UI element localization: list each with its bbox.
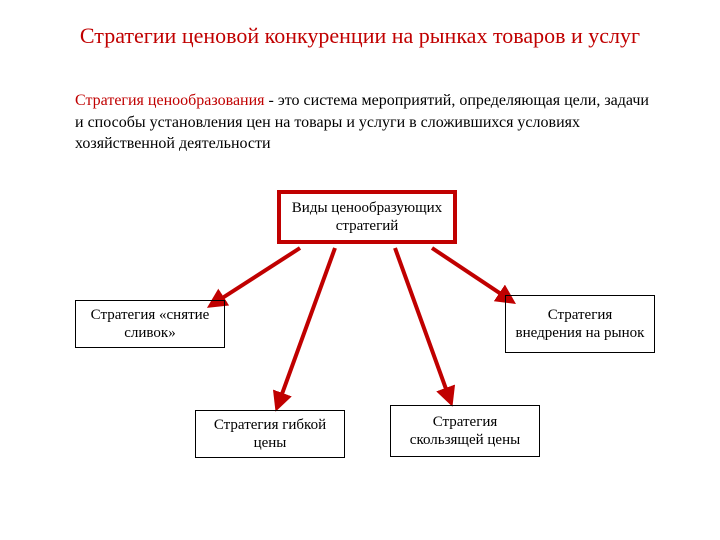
intro-paragraph: Стратегия ценообразования - это система … [75, 90, 650, 155]
child-label: Стратегия внедрения на рынок [514, 306, 646, 342]
child-node-sliding: Стратегия скользящей цены [390, 405, 540, 457]
root-node: Виды ценообразующих стратегий [277, 190, 457, 244]
slide-title: Стратегии ценовой конкуренции на рынках … [0, 22, 720, 50]
slide: Стратегии ценовой конкуренции на рынках … [0, 0, 720, 540]
root-label: Виды ценообразующих стратегий [289, 199, 445, 235]
child-label: Стратегия гибкой цены [204, 416, 336, 452]
child-node-skimming: Стратегия «снятие сливок» [75, 300, 225, 348]
child-label: Стратегия скользящей цены [399, 413, 531, 449]
child-node-flexible: Стратегия гибкой цены [195, 410, 345, 458]
intro-lead: Стратегия ценообразования [75, 92, 265, 109]
child-label: Стратегия «снятие сливок» [84, 306, 216, 342]
child-node-penetration: Стратегия внедрения на рынок [505, 295, 655, 353]
arrows-layer [0, 0, 720, 540]
